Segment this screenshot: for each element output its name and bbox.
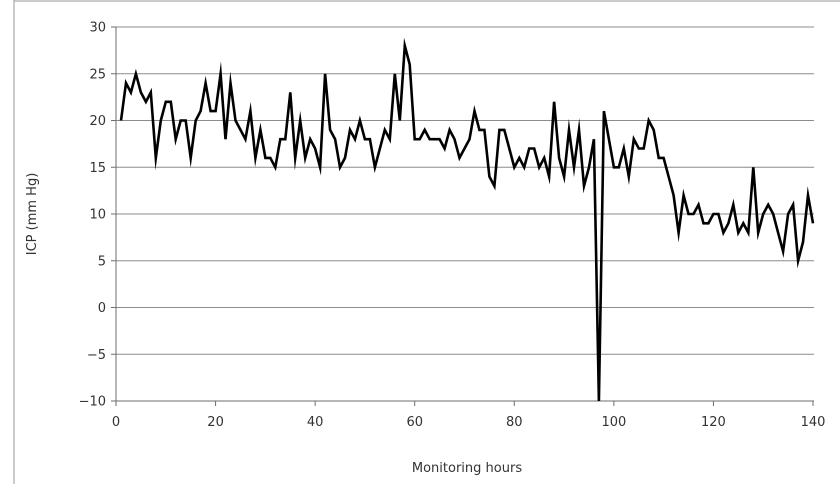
series-group (119, 37, 815, 402)
y-tick-label: 10 (89, 208, 106, 223)
series-line (119, 37, 815, 402)
x-tick-label: 100 (601, 415, 626, 430)
x-tick-label: 120 (701, 415, 726, 430)
y-tick-label: 5 (98, 254, 106, 269)
x-tick-label: 80 (506, 415, 523, 430)
y-axis-label: ICP (mm Hg) (25, 173, 40, 256)
x-tick-label: 0 (112, 415, 120, 430)
x-tick-label: 20 (207, 415, 224, 430)
y-tick-label: 0 (98, 301, 106, 316)
x-tick-label: 60 (406, 415, 423, 430)
y-tick-label: 20 (89, 114, 106, 129)
y-tick-label: 25 (89, 67, 106, 82)
x-axis-label: Monitoring hours (412, 461, 522, 476)
x-tick-label: 140 (801, 415, 826, 430)
y-tick-label: 15 (89, 161, 106, 176)
y-tick-label: −10 (79, 395, 106, 410)
y-tick-label: −5 (87, 348, 106, 363)
gridlines (116, 26, 814, 355)
x-tick-labels: 0 20 40 60 80 100 120 140 (112, 415, 826, 430)
y-tick-label: 30 (89, 21, 106, 36)
axes (111, 26, 814, 406)
x-tick-label: 40 (307, 415, 324, 430)
y-tick-labels: 30 25 20 15 10 5 0 −5 −10 (79, 21, 106, 410)
